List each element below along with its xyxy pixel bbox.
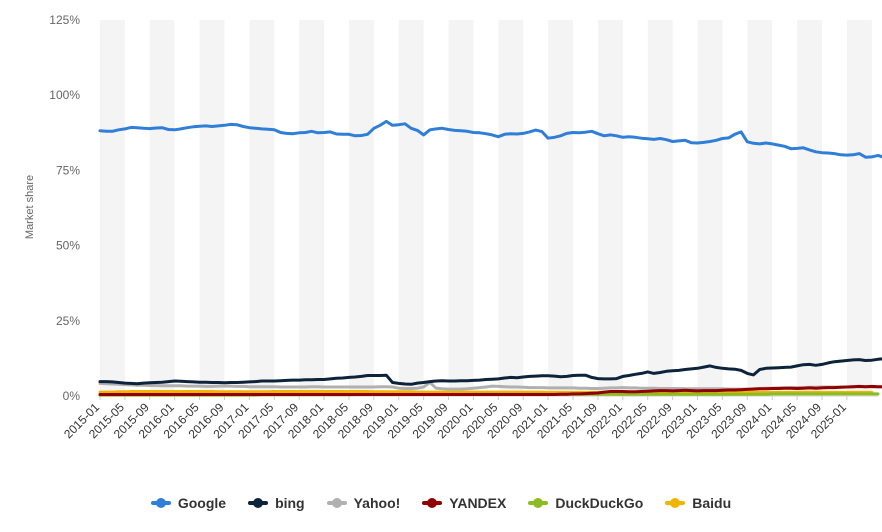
legend-label: bing bbox=[275, 495, 305, 511]
y-tick-label: 25% bbox=[56, 314, 80, 328]
grid-band bbox=[398, 20, 424, 396]
grid-bands bbox=[100, 20, 872, 396]
legend-item-yandex[interactable]: YANDEX bbox=[422, 495, 506, 511]
grid-band bbox=[697, 20, 723, 396]
legend-item-duckduckgo[interactable]: DuckDuckGo bbox=[528, 495, 643, 511]
y-tick-label: 125% bbox=[49, 13, 80, 27]
grid-band bbox=[348, 20, 374, 396]
legend-item-baidu[interactable]: Baidu bbox=[665, 495, 731, 511]
y-axis-ticks: 0% 25% 50% 75% 100% 125% bbox=[49, 13, 80, 403]
legend-item-bing[interactable]: bing bbox=[248, 495, 305, 511]
series-line-google bbox=[98, 119, 882, 159]
legend-label: Baidu bbox=[692, 495, 732, 511]
grid-band bbox=[100, 20, 125, 396]
legend-swatch bbox=[422, 498, 443, 508]
legend-swatch bbox=[326, 498, 347, 508]
legend-label: Google bbox=[177, 495, 227, 511]
legend-label: DuckDuckGo bbox=[555, 495, 644, 511]
series-line-baidu bbox=[98, 390, 874, 394]
y-tick-label: 0% bbox=[63, 389, 81, 403]
legend-label: YANDEX bbox=[449, 495, 507, 511]
grid-band bbox=[199, 20, 225, 396]
y-axis-label: Market share bbox=[24, 175, 36, 239]
grid-band bbox=[498, 20, 524, 396]
series-line-yandex bbox=[98, 384, 882, 396]
grid-band bbox=[597, 20, 623, 396]
series-line-bing bbox=[98, 357, 882, 386]
legend-item-google[interactable]: Google bbox=[150, 495, 227, 511]
grid-band bbox=[797, 20, 822, 396]
legend-label: Yahoo! bbox=[353, 495, 401, 511]
grid-band bbox=[548, 20, 574, 396]
legend-swatch bbox=[248, 498, 269, 508]
legend-item-yahoo[interactable]: Yahoo! bbox=[326, 495, 401, 511]
grid-band bbox=[448, 20, 474, 396]
grid-band bbox=[747, 20, 773, 396]
series-lines bbox=[98, 119, 882, 397]
grid-band bbox=[299, 20, 325, 396]
grid-band bbox=[647, 20, 673, 396]
chart-legend: Google bing Yahoo! YANDEX DuckDuckGo Baidu bbox=[0, 495, 882, 511]
grid-band bbox=[249, 20, 275, 396]
legend-swatch bbox=[150, 498, 171, 508]
grid-band bbox=[149, 20, 175, 396]
legend-swatch bbox=[528, 498, 549, 508]
y-tick-label: 50% bbox=[56, 239, 80, 253]
grid-band bbox=[846, 20, 872, 396]
y-tick-label: 100% bbox=[49, 88, 80, 102]
legend-swatch bbox=[665, 498, 686, 508]
x-axis-ticks: 2015-012015-052015-092016-012016-052016-… bbox=[61, 396, 849, 441]
y-tick-label: 75% bbox=[56, 163, 80, 177]
